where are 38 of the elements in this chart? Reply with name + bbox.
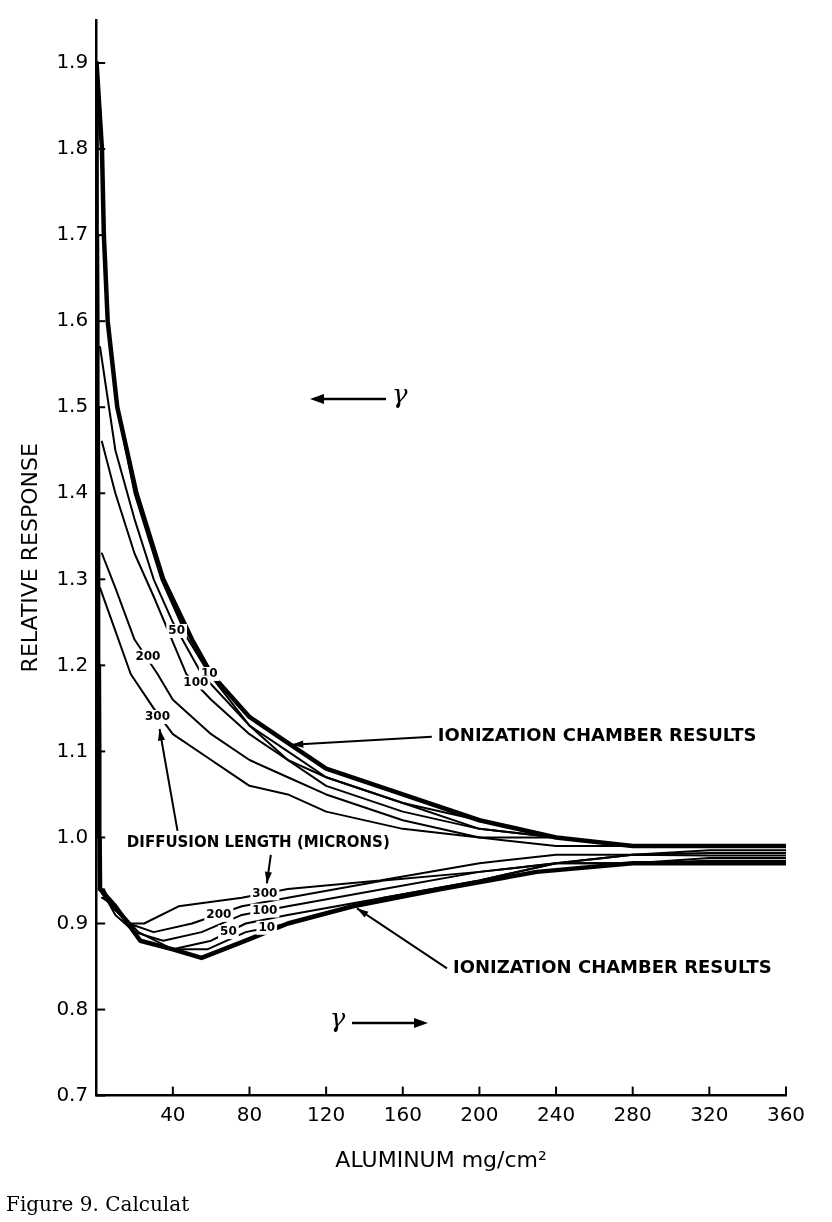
y-tick-label: 0.9 <box>56 909 89 934</box>
annotation: IONIZATION CHAMBER RESULTS <box>452 955 772 977</box>
y-tick-label: 1.4 <box>56 479 89 504</box>
x-tick-label: 160 <box>383 1101 422 1126</box>
y-tick-label: 1.2 <box>56 651 89 676</box>
annotation: 300 <box>144 709 171 724</box>
annotation: DIFFUSION LENGTH (MICRONS) <box>126 832 390 851</box>
annotation: IONIZATION CHAMBER RESULTS <box>437 724 757 746</box>
x-tick-label: 240 <box>536 1101 576 1126</box>
y-tick-label: 1.9 <box>56 49 89 74</box>
x-tick-label: 200 <box>460 1101 499 1126</box>
x-tick-label: 360 <box>766 1101 806 1126</box>
x-tick-label: 280 <box>613 1101 652 1126</box>
x-axis-title: ALUMINUM mg/cm² <box>335 1146 547 1172</box>
y-tick-label: 1.1 <box>56 737 89 762</box>
y-tick-label: 0.8 <box>56 995 89 1020</box>
annotation: γ <box>329 1003 346 1034</box>
x-tick-label: 120 <box>307 1101 346 1126</box>
annotation: 200 <box>135 648 161 663</box>
annotation: 50 <box>168 623 186 638</box>
caption: Figure 9. Calculat <box>6 1192 190 1217</box>
y-tick-label: 1.0 <box>56 823 89 848</box>
x-tick-label: 40 <box>160 1101 186 1126</box>
annotation: 50 <box>220 924 237 939</box>
y-tick-label: 1.6 <box>56 307 89 332</box>
y-tick-label: 1.3 <box>56 565 89 590</box>
y-tick-label: 0.7 <box>56 1081 89 1106</box>
annotation: 10 <box>258 919 276 934</box>
x-tick-label: 320 <box>690 1101 729 1126</box>
y-tick-label: 1.5 <box>56 393 89 418</box>
y-axis-title: RELATIVE RESPONSE <box>16 443 42 673</box>
annotation: γ <box>391 379 408 410</box>
y-tick-label: 1.8 <box>56 135 89 160</box>
x-tick-label: 80 <box>236 1101 263 1126</box>
annotation: 300 <box>252 885 278 900</box>
annotation: 100 <box>252 902 278 917</box>
y-tick-label: 1.7 <box>56 221 89 246</box>
annotation: 200 <box>206 907 232 922</box>
